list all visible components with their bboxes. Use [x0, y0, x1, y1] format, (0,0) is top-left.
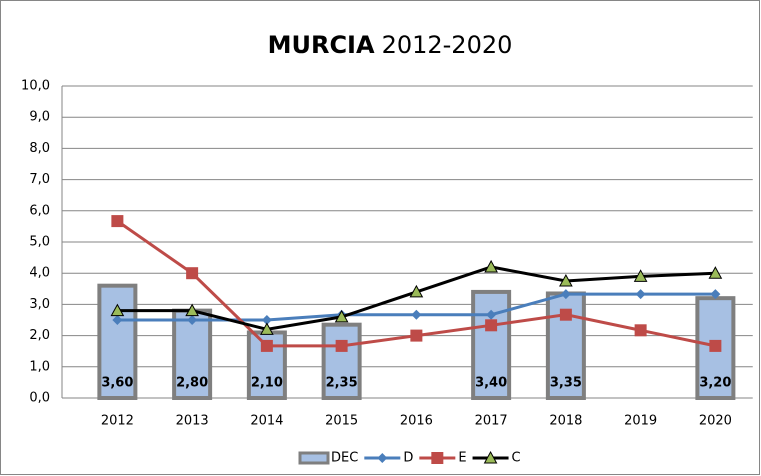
- legend-item: DEC: [298, 451, 358, 466]
- marker: [635, 289, 646, 300]
- marker: [431, 452, 444, 464]
- marker: [187, 315, 198, 325]
- value-label: 3,60: [101, 376, 133, 391]
- y-tick-label: 3,0: [29, 297, 50, 312]
- marker: [335, 339, 348, 352]
- marker: [112, 315, 123, 325]
- marker: [483, 450, 498, 464]
- marker: [261, 315, 272, 325]
- chart-subtitle: 2012-2020: [382, 31, 513, 59]
- y-tick-label: 6,0: [29, 203, 50, 218]
- x-tick-label: 2015: [325, 414, 358, 429]
- x-tick-label: 2017: [475, 414, 508, 429]
- marker: [260, 339, 273, 352]
- value-label: 2,35: [326, 376, 358, 391]
- y-tick-label: 7,0: [29, 172, 50, 187]
- value-label: 2,10: [251, 376, 283, 391]
- y-tick-label: 8,0: [29, 141, 50, 156]
- legend-item: D: [364, 451, 413, 466]
- value-label: 3,20: [699, 376, 731, 391]
- bar: [471, 289, 512, 401]
- marker: [410, 329, 423, 342]
- marker: [484, 259, 498, 273]
- marker: [634, 324, 647, 337]
- legend-item: E: [419, 451, 467, 466]
- marker: [559, 273, 573, 287]
- legend-swatch: [298, 451, 330, 465]
- marker: [111, 215, 124, 228]
- marker: [560, 289, 571, 300]
- y-tick-label: 4,0: [29, 266, 50, 281]
- legend-label: C: [512, 451, 521, 466]
- marker: [709, 339, 722, 352]
- y-tick-label: 0,0: [29, 391, 50, 406]
- marker: [185, 303, 199, 317]
- marker: [411, 309, 422, 320]
- x-tick-label: 2018: [549, 414, 582, 429]
- y-tick-label: 10,0: [21, 79, 50, 94]
- y-tick-label: 5,0: [29, 235, 50, 250]
- marker: [710, 289, 721, 300]
- marker: [409, 284, 424, 298]
- chart-title-group: MURCIA 2012-2020: [268, 31, 513, 59]
- chart-title: MURCIA: [268, 31, 375, 59]
- y-tick-label: 1,0: [29, 359, 50, 374]
- marker: [559, 308, 572, 321]
- x-tick-label: 2020: [699, 414, 732, 429]
- marker: [485, 319, 498, 332]
- marker: [186, 267, 199, 280]
- value-label: 2,80: [176, 376, 208, 391]
- x-tick-label: 2012: [101, 414, 134, 429]
- x-tick-label: 2019: [624, 414, 657, 429]
- x-tick-label: 2014: [250, 414, 283, 429]
- marker: [110, 303, 125, 317]
- legend-label: DEC: [331, 451, 358, 466]
- y-tick-label: 9,0: [29, 110, 50, 125]
- marker: [486, 309, 497, 320]
- y-tick-label: 2,0: [29, 328, 50, 343]
- marker: [260, 322, 274, 335]
- bar: [321, 322, 362, 400]
- marker: [377, 453, 388, 463]
- x-tick-label: 2013: [176, 414, 209, 429]
- marker: [334, 309, 349, 323]
- value-label: 3,40: [475, 376, 507, 391]
- marker: [708, 266, 723, 279]
- value-label: 3,35: [550, 376, 582, 391]
- legend-label: D: [403, 451, 413, 466]
- legend-item: C: [472, 450, 521, 466]
- x-tick-label: 2016: [400, 414, 433, 429]
- marker: [633, 269, 648, 282]
- legend-label: E: [458, 451, 466, 466]
